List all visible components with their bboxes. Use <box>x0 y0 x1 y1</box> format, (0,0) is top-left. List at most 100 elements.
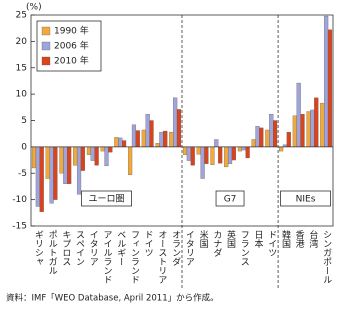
bar <box>306 111 311 148</box>
bar <box>327 29 333 148</box>
bar <box>214 139 219 148</box>
bar <box>190 146 195 166</box>
group-label: G7 <box>224 195 237 205</box>
bar <box>45 146 50 179</box>
bar <box>100 146 105 152</box>
bar <box>272 120 278 148</box>
bar <box>76 146 82 195</box>
x-tick-label: オランダ <box>170 230 181 266</box>
bar <box>269 114 274 148</box>
bar <box>245 146 250 159</box>
bar <box>53 146 58 200</box>
bar <box>49 146 54 204</box>
bar <box>310 109 315 148</box>
bar <box>94 146 99 166</box>
bar <box>159 131 164 148</box>
bar <box>39 146 44 212</box>
legend-label: 2006 年 <box>54 40 89 52</box>
group-label-box <box>81 190 132 207</box>
bar <box>35 146 40 207</box>
y-tick-label: -15 <box>12 222 27 232</box>
x-tick-label: アイルランド <box>102 230 113 284</box>
bar <box>251 139 256 148</box>
x-tick-label: 台湾 <box>307 229 318 249</box>
x-tick-label: ベルギー <box>115 230 126 266</box>
x-tick-label: キプロス <box>60 230 70 266</box>
bar <box>186 146 191 161</box>
group-label: ユーロ圏 <box>88 194 124 205</box>
group-label-box <box>215 190 245 207</box>
bar <box>265 129 270 148</box>
bar <box>279 146 284 152</box>
bar <box>210 146 215 165</box>
bar <box>67 146 72 184</box>
bar <box>255 126 260 148</box>
bar <box>59 146 64 174</box>
y-tick-label: 15 <box>16 63 27 73</box>
bar <box>296 82 301 148</box>
source-note: 資料：IMF「WEO Database, April 2011」から作成。 <box>6 293 219 304</box>
bar <box>173 97 178 148</box>
bar <box>292 115 297 148</box>
bar <box>155 143 160 148</box>
bar <box>163 130 168 148</box>
bar <box>63 146 68 184</box>
legend-label: 1990 年 <box>54 25 89 37</box>
x-tick-label: 香港 <box>294 230 305 248</box>
bar <box>90 146 95 161</box>
bar <box>227 146 233 164</box>
group-label-box <box>280 190 331 207</box>
bar <box>149 120 154 148</box>
x-tick-label: イタリア <box>184 230 195 266</box>
bar <box>320 102 325 148</box>
bar <box>314 97 319 148</box>
y-tick-label: 10 <box>16 90 28 100</box>
x-tick-label: カナダ <box>211 230 222 257</box>
bar <box>196 146 201 155</box>
bar <box>86 146 92 155</box>
x-tick-label: 米国 <box>198 229 209 249</box>
x-tick-label: ドイツ <box>143 230 154 257</box>
legend-swatch <box>41 26 51 36</box>
bar <box>286 131 291 148</box>
bar <box>118 137 123 148</box>
bar <box>31 146 37 169</box>
bar <box>176 109 182 148</box>
bar <box>300 114 305 148</box>
legend-swatch <box>41 41 51 51</box>
legend-label: 2010 年 <box>54 55 89 67</box>
bar <box>241 146 246 151</box>
x-tick-label: フランス <box>239 230 249 266</box>
y-tick-label: 5 <box>21 116 27 126</box>
unit-label: (%) <box>26 3 42 13</box>
bar <box>204 146 209 164</box>
y-tick-label: 20 <box>16 37 28 47</box>
bar <box>231 146 236 161</box>
x-tick-label: ギリシャ <box>33 230 44 266</box>
y-tick-label: 25 <box>16 11 27 21</box>
x-tick-label: 日本 <box>253 230 264 249</box>
x-tick-label: ドイツ <box>266 230 277 257</box>
x-tick-label: オーストリア <box>156 230 167 284</box>
y-tick-label: -5 <box>18 169 27 179</box>
bar <box>218 146 223 164</box>
legend-swatch <box>41 56 51 66</box>
x-tick-label: シンガポール <box>321 230 332 284</box>
x-tick-label: イタリア <box>88 230 99 266</box>
y-tick-label: 0 <box>21 142 27 152</box>
bar <box>237 146 243 152</box>
bar <box>135 130 140 148</box>
bar <box>73 146 78 166</box>
bar <box>169 131 174 148</box>
bar <box>182 146 188 155</box>
bar <box>114 137 119 148</box>
bar <box>128 146 133 175</box>
bar <box>80 146 85 171</box>
bar <box>200 146 205 179</box>
bar <box>121 140 127 148</box>
group-label: NIEs <box>296 195 316 205</box>
bar <box>104 146 109 167</box>
bar <box>108 146 113 153</box>
y-tick-label: -10 <box>12 195 27 205</box>
